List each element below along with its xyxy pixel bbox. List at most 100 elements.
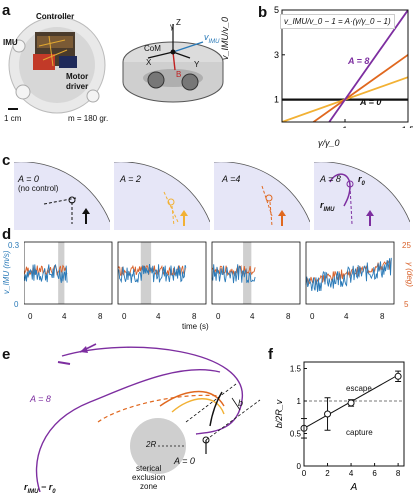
y-tick-label: 1 <box>274 95 279 105</box>
axis-y-label: Y <box>194 60 200 69</box>
v-imu-label: vIMU <box>204 32 220 45</box>
axis-b-label: B <box>176 70 182 79</box>
y-tick-label: 5 <box>274 6 279 15</box>
velocity-trace <box>211 264 256 284</box>
y-tick-label: 0 <box>297 462 302 471</box>
tile-0-graphic <box>13 161 111 230</box>
f-escape-label: escape <box>346 384 372 393</box>
scale-bar <box>8 108 18 110</box>
left-tick-bottom: 0 <box>14 300 19 309</box>
axis-gamma-label: γ <box>170 22 174 31</box>
subplot-frame <box>24 241 113 305</box>
subplot-3 <box>305 241 395 305</box>
panel-d-charts <box>24 241 395 305</box>
panel-c-tile-0 <box>13 161 111 230</box>
x-tick-label: 2 <box>325 469 330 478</box>
plot-frame <box>303 361 405 467</box>
tile-1-graphic <box>113 161 211 230</box>
gamma-trace <box>305 259 392 286</box>
d-tick-1-1: 4 <box>156 312 161 321</box>
y-tick-label: 0.5 <box>290 430 302 439</box>
left-tick-top: 0.3 <box>8 241 20 250</box>
x-tick-label: 4 <box>349 469 354 478</box>
d-tick-0-2: 8 <box>98 312 103 321</box>
series-label-a8: A = 8 <box>348 56 370 66</box>
com-label: CoM <box>144 44 161 53</box>
panel-a-label: a <box>2 2 11 19</box>
x-axis-label: A <box>350 482 358 493</box>
subplot-frame <box>211 241 301 305</box>
panel-f-chart: 0 2 4 6 8 0 0.5 1 1.5 Ab/2R_v <box>274 361 405 493</box>
tile-3-graphic <box>313 161 411 230</box>
d-tick-0-0: 0 <box>28 312 33 321</box>
subplot-frame <box>117 241 207 305</box>
y-tick-label: 1 <box>297 397 302 406</box>
e-a0-label: A = 0 <box>174 456 195 466</box>
d-tick-3-1: 4 <box>344 312 349 321</box>
robot-schematic <box>122 24 224 103</box>
velocity-trace <box>117 264 187 284</box>
rimu-label: rIMU <box>320 200 335 213</box>
e-vec-label: rIMU − r0 <box>24 482 56 495</box>
series-label-a0: A = 0 <box>360 97 382 107</box>
subplot-2 <box>211 241 301 305</box>
e-a8-label: A = 8 <box>30 394 51 404</box>
x-tick-label: 1.5 <box>402 125 413 128</box>
panel-d-ylabel-right: γ (deg) <box>405 262 414 287</box>
panel-c-label: c <box>2 152 11 169</box>
d-tick-0-1: 4 <box>62 312 67 321</box>
velocity-trace <box>305 257 392 292</box>
subplot-0 <box>24 241 113 305</box>
d-tick-2-0: 0 <box>216 312 221 321</box>
panel-b-formula: v_IMU/v_0 − 1 = A·(γ/γ_0 − 1) <box>280 14 395 29</box>
d-tick-2-1: 4 <box>250 312 255 321</box>
d-tick-2-2: 8 <box>286 312 291 321</box>
data-point <box>324 410 332 418</box>
tile-2-graphic <box>213 161 311 230</box>
axis-z-label: Z <box>176 18 181 27</box>
y-tick-label: 1.5 <box>290 365 302 374</box>
panel-f-label: f <box>268 346 273 363</box>
y-tick-label: 3 <box>274 50 279 60</box>
controller-label: Controller <box>36 12 75 21</box>
axis-x-label: X <box>146 58 152 67</box>
panel-e-label: e <box>2 346 11 363</box>
robot-top-view <box>8 16 106 114</box>
e-b-label: b <box>238 398 244 408</box>
subplot-frame <box>305 241 395 305</box>
d-tick-1-2: 8 <box>192 312 197 321</box>
gray-band <box>58 242 65 304</box>
e-2r-label: 2R <box>146 440 157 449</box>
r0-label: r0 <box>358 174 365 187</box>
data-point <box>347 399 355 407</box>
e-zone-label: sterical exclusion zone <box>132 464 166 491</box>
panel-c-tile-2 <box>213 161 311 230</box>
data-point <box>394 372 402 380</box>
panel-b-ylabel: v_IMU/v_0 <box>220 16 230 60</box>
series-line-3 <box>328 10 408 122</box>
x-tick-label: 8 <box>396 469 401 478</box>
d-tick-1-0: 0 <box>122 312 127 321</box>
x-tick-label: 0 <box>302 469 307 478</box>
right-tick-top: 25 <box>402 241 411 250</box>
tile-1-title: A = 2 <box>120 174 141 184</box>
x-tick-label: 1 <box>342 125 347 128</box>
panel-d-xlabel: time (s) <box>182 322 209 331</box>
y-axis-label: b/2R_v <box>274 399 284 428</box>
d-tick-3-2: 8 <box>380 312 385 321</box>
scale-label: 1 cm <box>4 114 22 123</box>
subplot-1 <box>117 241 207 305</box>
panel-b-chart: 1 3 5 1 1.5 <box>274 6 413 128</box>
f-capture-label: capture <box>346 428 373 437</box>
gray-band <box>140 242 152 304</box>
mass-label: m = 180 gr. <box>68 114 109 123</box>
series-line-2 <box>311 54 408 122</box>
panel-c-tile-3 <box>313 161 411 230</box>
imu-label: IMU <box>3 38 18 47</box>
tile-2-title: A =4 <box>222 174 241 184</box>
tile-0-subtitle: (no control) <box>18 184 59 193</box>
panel-b-label: b <box>258 4 268 21</box>
tile-3-title: A = 8 <box>320 174 341 184</box>
panel-e-diagram <box>35 343 261 492</box>
panel-d-label: d <box>2 226 12 243</box>
